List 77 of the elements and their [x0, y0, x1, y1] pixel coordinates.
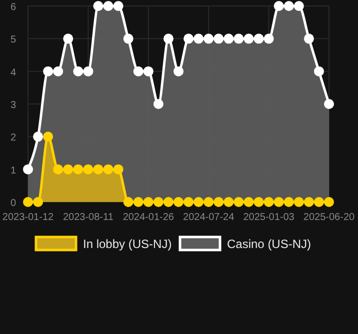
point	[23, 197, 33, 207]
point	[274, 197, 284, 207]
point	[244, 197, 254, 207]
point	[234, 34, 244, 44]
x-tick-label: 2023-08-11	[62, 212, 114, 223]
y-tick-label: 1	[10, 165, 16, 176]
point	[63, 164, 74, 174]
point	[53, 164, 64, 174]
point	[184, 34, 194, 44]
point	[103, 164, 114, 174]
point	[23, 164, 33, 174]
point	[304, 197, 314, 207]
point	[294, 1, 304, 11]
x-tick-label: 2025-01-03	[243, 212, 295, 223]
point	[163, 34, 174, 44]
point	[73, 164, 84, 174]
point	[214, 197, 224, 207]
point	[73, 66, 84, 76]
point	[113, 164, 124, 174]
point	[214, 34, 224, 44]
y-tick-label: 2	[10, 132, 16, 144]
point	[33, 132, 44, 142]
y-tick-label: 5	[10, 34, 16, 46]
point	[274, 1, 284, 11]
legend-label: In lobby (US-NJ)	[83, 237, 172, 251]
point	[194, 197, 204, 207]
point	[163, 197, 174, 207]
point	[174, 66, 184, 76]
point	[83, 66, 94, 76]
point	[284, 197, 294, 207]
point	[184, 197, 194, 207]
point	[254, 34, 264, 44]
point	[204, 34, 214, 44]
point	[123, 34, 134, 44]
point	[324, 197, 334, 207]
y-tick-label: 0	[10, 198, 16, 209]
point	[264, 34, 274, 44]
point	[143, 197, 154, 207]
point	[304, 34, 314, 44]
y-tick-label: 4	[10, 67, 16, 78]
point	[284, 1, 294, 11]
point	[113, 1, 124, 11]
point	[234, 197, 244, 207]
point	[244, 34, 254, 44]
point	[123, 197, 134, 207]
point	[314, 66, 324, 76]
point	[264, 197, 274, 207]
point	[133, 197, 144, 207]
y-tick-label: 6	[10, 2, 16, 13]
point	[43, 132, 54, 142]
point	[143, 66, 154, 76]
point	[254, 197, 264, 207]
point	[103, 1, 114, 11]
point	[153, 99, 164, 109]
point	[93, 164, 104, 174]
point	[224, 197, 234, 207]
point	[43, 66, 54, 76]
point	[324, 99, 334, 109]
point	[93, 1, 104, 11]
point	[294, 197, 304, 207]
legend-label: Casino (US-NJ)	[227, 237, 312, 251]
point	[224, 34, 234, 44]
x-tick-label: 2024-01-26	[122, 212, 174, 223]
point	[33, 197, 44, 207]
point	[174, 197, 184, 207]
point	[53, 66, 64, 76]
point	[63, 34, 74, 44]
point	[194, 34, 204, 44]
point	[133, 66, 144, 76]
x-tick-label: 2025-06-20	[303, 212, 356, 223]
point	[153, 197, 164, 207]
y-tick-label: 3	[10, 100, 16, 111]
x-tick-label: 2023-01-12	[2, 212, 54, 223]
point	[314, 197, 324, 207]
x-tick-label: 2024-07-24	[183, 212, 235, 223]
point	[204, 197, 214, 207]
point	[83, 164, 94, 174]
